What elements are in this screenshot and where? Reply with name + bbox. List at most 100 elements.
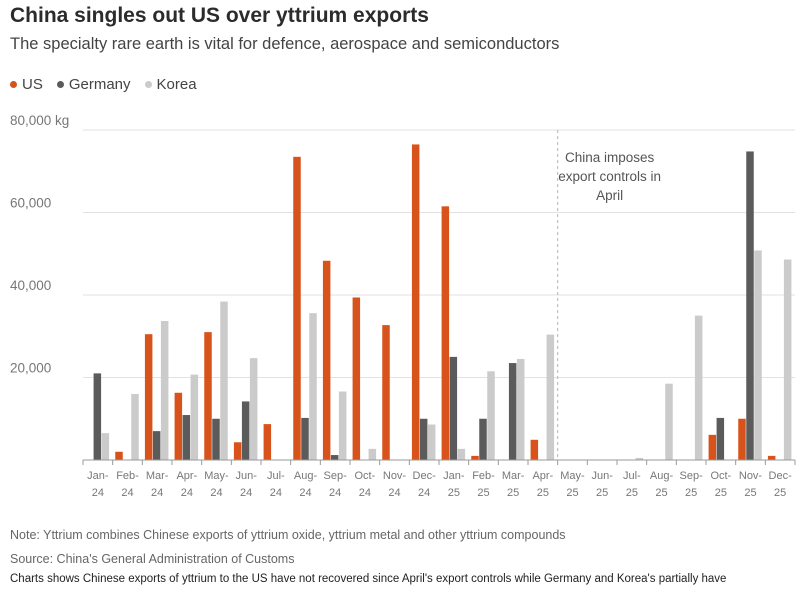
y-tick-label: 80,000 kg	[10, 113, 69, 128]
bar-korea	[338, 391, 347, 460]
chart-note: Note: Yttrium combines Chinese exports o…	[10, 528, 566, 542]
bar-us	[352, 297, 361, 460]
x-tick-label-month: Sep-	[324, 470, 348, 482]
bar-korea	[160, 320, 169, 460]
x-tick-label-month: Aug-	[650, 470, 674, 482]
bar-germany	[746, 151, 754, 460]
x-tick-label-month: Oct-	[354, 470, 375, 482]
x-tick-label-year: 24	[181, 487, 193, 499]
x-tick-label-month: Sep-	[680, 470, 704, 482]
bar-us	[441, 206, 450, 460]
x-tick-label-year: 24	[329, 487, 341, 499]
x-tick-label-year: 25	[566, 487, 578, 499]
bar-korea	[546, 334, 555, 460]
x-tick-label-month: Aug-	[294, 470, 318, 482]
x-tick-label-year: 25	[744, 487, 756, 499]
chart-source: Source: China's General Administration o…	[10, 552, 295, 566]
x-tick-label-year: 24	[240, 487, 252, 499]
x-tick-label-month: May-	[560, 470, 585, 482]
annotation-text-line: April	[596, 188, 623, 203]
bar-korea	[487, 371, 495, 460]
bar-us	[382, 325, 390, 460]
bar-germany	[241, 401, 250, 460]
bar-us	[115, 451, 123, 460]
y-tick-label: 20,000	[10, 361, 51, 376]
x-tick-label-year: 25	[715, 487, 727, 499]
bar-germany	[152, 431, 161, 460]
bar-korea	[101, 433, 110, 460]
legend-swatch-us	[10, 81, 17, 88]
x-tick-label-month: Jul-	[267, 470, 285, 482]
legend-item-germany: Germany	[56, 76, 131, 93]
bar-us	[293, 156, 301, 460]
legend-swatch-korea	[144, 81, 152, 88]
legend-label-korea: Korea	[156, 76, 197, 93]
x-tick-label-year: 24	[299, 487, 311, 499]
bar-us	[411, 144, 420, 460]
x-tick-label-month: Apr-	[176, 470, 197, 482]
x-tick-label-month: Dec-	[413, 470, 437, 482]
x-tick-label-month: Feb-	[116, 470, 139, 482]
bar-germany	[479, 418, 487, 460]
bar-korea	[309, 313, 317, 460]
bar-us	[233, 442, 242, 460]
x-tick-label-year: 25	[774, 487, 786, 499]
bar-korea	[754, 250, 762, 460]
bar-korea	[190, 374, 199, 460]
bar-germany	[716, 417, 725, 460]
x-tick-label-year: 25	[655, 487, 667, 499]
bar-korea	[694, 315, 703, 460]
bar-germany	[301, 417, 309, 460]
y-tick-label: 40,000	[10, 278, 51, 293]
x-tick-label-year: 24	[121, 487, 133, 499]
bar-us	[263, 424, 272, 460]
chart-title: China singles out US over yttrium export…	[10, 4, 429, 27]
x-tick-label-month: Jul-	[623, 470, 641, 482]
bar-us	[322, 260, 331, 460]
x-tick-label-year: 25	[537, 487, 549, 499]
legend-item-korea: Korea	[144, 76, 197, 93]
legend-label-us: US	[22, 76, 43, 93]
bar-germany	[419, 418, 428, 460]
chart-caption: Charts shows Chinese exports of yttrium …	[10, 573, 727, 585]
bar-korea	[783, 259, 792, 460]
y-tick-label: 60,000	[10, 196, 51, 211]
x-tick-label-month: Jun-	[235, 470, 257, 482]
bar-germany	[449, 356, 458, 460]
bar-us	[144, 334, 153, 460]
bar-korea	[457, 448, 466, 460]
bar-korea	[131, 394, 139, 460]
bar-us	[708, 434, 717, 460]
bar-germany	[93, 373, 102, 460]
x-tick-label-month: Oct-	[710, 470, 731, 482]
bar-us	[767, 455, 776, 460]
x-tick-label-year: 25	[477, 487, 489, 499]
bar-chart: 20,000 40,000 60,000 80,000 kg China imposes…	[10, 113, 796, 499]
x-tick-label-month: Mar-	[146, 470, 169, 482]
x-tick-label-month: Nov-	[383, 470, 407, 482]
bar-us	[530, 439, 539, 460]
x-tick-label-month: Apr-	[532, 470, 553, 482]
x-tick-label-year: 24	[151, 487, 163, 499]
x-tick-label-month: Jun-	[591, 470, 613, 482]
x-tick-label-year: 25	[448, 487, 460, 499]
x-tick-label-year: 24	[92, 487, 104, 499]
bar-us	[204, 332, 212, 460]
bar-korea	[665, 383, 673, 460]
x-tick-label-month: May-	[204, 470, 229, 482]
x-tick-label-month: Jan-	[443, 470, 465, 482]
bar-germany	[212, 418, 220, 460]
bar-us	[738, 418, 746, 460]
bar-germany	[330, 455, 339, 460]
bar-us	[471, 455, 479, 460]
bar-korea	[635, 457, 644, 460]
x-tick-label-year: 24	[359, 487, 371, 499]
x-tick-label-year: 25	[507, 487, 519, 499]
bar-germany	[508, 363, 517, 460]
annotation-text-line: export controls in	[558, 169, 661, 184]
x-tick-label-month: Feb-	[472, 470, 495, 482]
x-tick-label-month: Dec-	[769, 470, 793, 482]
x-tick-label-year: 25	[685, 487, 697, 499]
annotation-text-line: China imposes	[565, 150, 655, 165]
bar-korea	[427, 424, 436, 460]
